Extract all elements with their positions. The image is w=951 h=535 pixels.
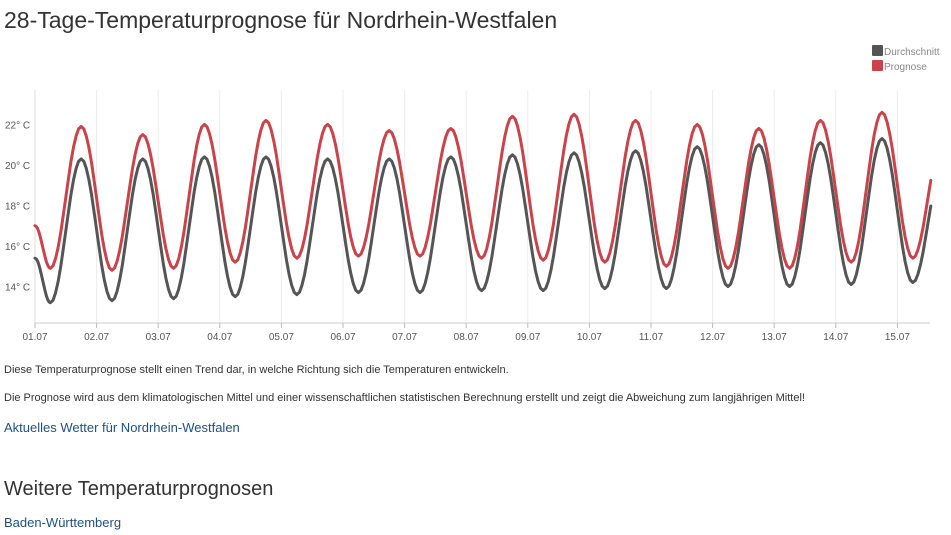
- x-tick-label: 05.07: [269, 332, 294, 343]
- forecast-description-trend: Diese Temperaturprognose stellt einen Tr…: [4, 364, 509, 376]
- x-tick-label: 13.07: [762, 332, 787, 343]
- x-tick-label: 07.07: [392, 332, 417, 343]
- x-tick-label: 04.07: [207, 332, 232, 343]
- chart-grid: [34, 90, 898, 323]
- temperature-chart: Durchschnitt Prognose 14° C 16° C 18° C 20°…: [5, 45, 940, 343]
- x-tick-label: 14.07: [823, 332, 848, 343]
- series-line-durchschnitt: [33, 137, 933, 305]
- y-tick-label: 22° C: [5, 120, 30, 131]
- page-title: 28-Tage-Temperaturprognose für Nordrhein…: [4, 7, 558, 33]
- more-forecasts-title: Weitere Temperaturprognosen: [4, 478, 274, 500]
- y-tick-label: 20° C: [5, 161, 30, 172]
- y-tick-label: 16° C: [5, 242, 30, 253]
- x-tick-label: 01.07: [22, 332, 47, 343]
- x-tick-label: 10.07: [577, 332, 602, 343]
- series-layer: [33, 110, 933, 305]
- x-tick-label: 08.07: [454, 332, 479, 343]
- y-tick-label: 18° C: [5, 201, 30, 212]
- x-tick-label: 12.07: [700, 332, 725, 343]
- region-link-baden-wuerttemberg[interactable]: Baden-Württemberg: [4, 515, 122, 530]
- x-tick-label: 09.07: [515, 332, 540, 343]
- y-tick-label: 14° C: [5, 283, 30, 294]
- legend-swatch-prognose: [872, 60, 883, 71]
- legend-label-durchschnitt[interactable]: Durchschnitt: [884, 47, 940, 58]
- chart-legend: Durchschnitt Prognose: [872, 45, 940, 73]
- legend-label-prognose[interactable]: Prognose: [884, 62, 927, 73]
- x-tick-label: 11.07: [639, 332, 664, 343]
- x-tick-label: 02.07: [84, 332, 109, 343]
- current-weather-link[interactable]: Aktuelles Wetter für Nordrhein-Westfalen: [4, 420, 240, 435]
- legend-swatch-durchschnitt: [872, 45, 883, 56]
- y-axis: 14° C 16° C 18° C 20° C 22° C: [5, 90, 36, 323]
- x-tick-label: 15.07: [885, 332, 910, 343]
- x-axis: 01.07 02.07 03.07 04.07 05.07 06.07 07.07 08.07…: [22, 322, 930, 343]
- x-tick-label: 03.07: [146, 332, 171, 343]
- forecast-description-method: Die Prognose wird aus dem klimatologisch…: [4, 392, 805, 404]
- series-line-prognose: [33, 110, 933, 272]
- x-tick-label: 06.07: [330, 332, 355, 343]
